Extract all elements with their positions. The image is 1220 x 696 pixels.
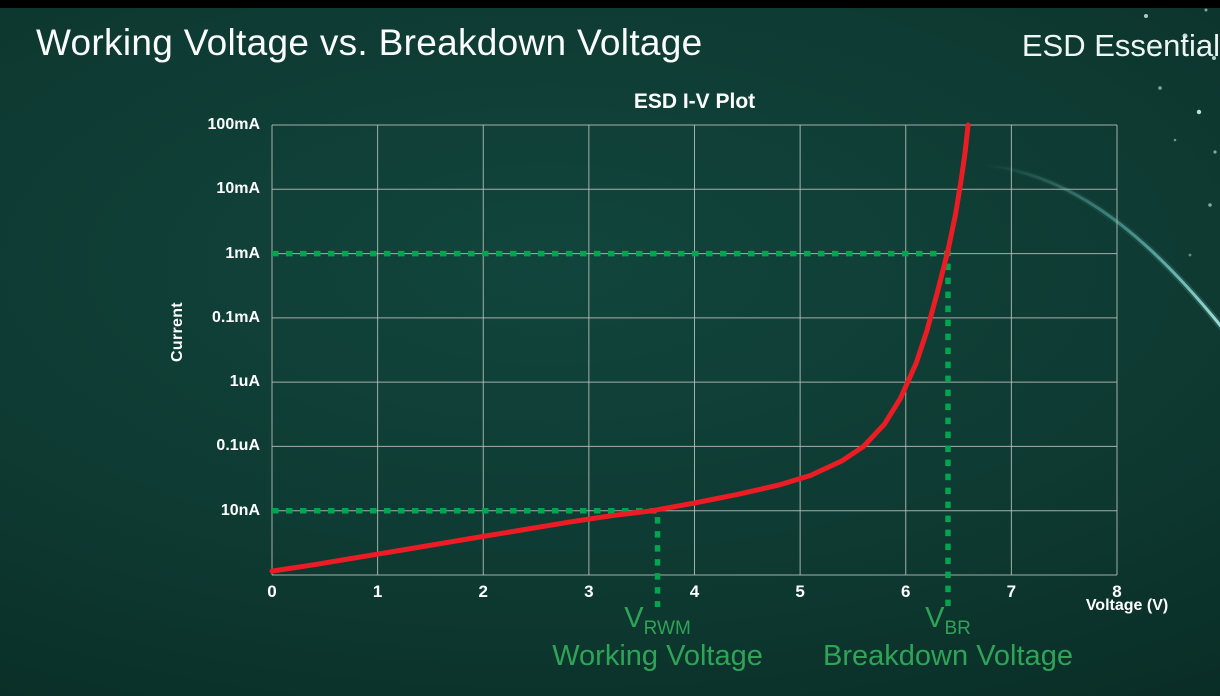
x-tick: 8 — [1112, 582, 1122, 601]
iv-curve — [269, 122, 971, 574]
working-voltage-caption: Working Voltage — [552, 640, 763, 672]
x-tick: 1 — [372, 582, 383, 601]
x-tick: 6 — [901, 582, 911, 601]
y-tick: 1uA — [229, 373, 260, 391]
x-tick: 7 — [1006, 582, 1017, 601]
y-tick: 10mA — [216, 180, 260, 198]
working-voltage-subscript: RWM — [643, 617, 691, 639]
letterbox-bar — [0, 0, 1220, 8]
x-tick: 0 — [267, 582, 277, 601]
breakdown-voltage-caption: Breakdown Voltage — [823, 640, 1073, 672]
x-tick: 5 — [795, 582, 805, 601]
working-voltage-symbol: V — [624, 602, 644, 634]
breakdown-voltage-symbol: V — [925, 602, 945, 634]
working-voltage-label: VRWM — [624, 602, 690, 640]
decorative-swoosh — [984, 161, 1220, 331]
x-tick: 3 — [584, 582, 594, 601]
breakdown-voltage-subscript: BR — [944, 617, 971, 639]
y-tick: 0.1mA — [211, 308, 260, 326]
y-tick: 1mA — [225, 244, 260, 262]
breakdown-voltage-label: VBR — [925, 602, 971, 640]
x-tick: 4 — [689, 582, 700, 601]
x-tick: 2 — [478, 582, 488, 601]
y-tick: 0.1uA — [216, 437, 260, 455]
grid — [271, 124, 1118, 576]
decorative-stars — [1120, 8, 1217, 257]
y-tick: 10nA — [220, 501, 260, 519]
y-tick: 100mA — [207, 116, 260, 133]
x-axis-label: Voltage (V) — [1085, 597, 1169, 614]
chart-title: ESD I-V Plot — [633, 90, 756, 113]
brand-watermark: ESD Essential — [1021, 28, 1220, 63]
slide-title: Working Voltage vs. Breakdown Voltage — [36, 22, 703, 63]
